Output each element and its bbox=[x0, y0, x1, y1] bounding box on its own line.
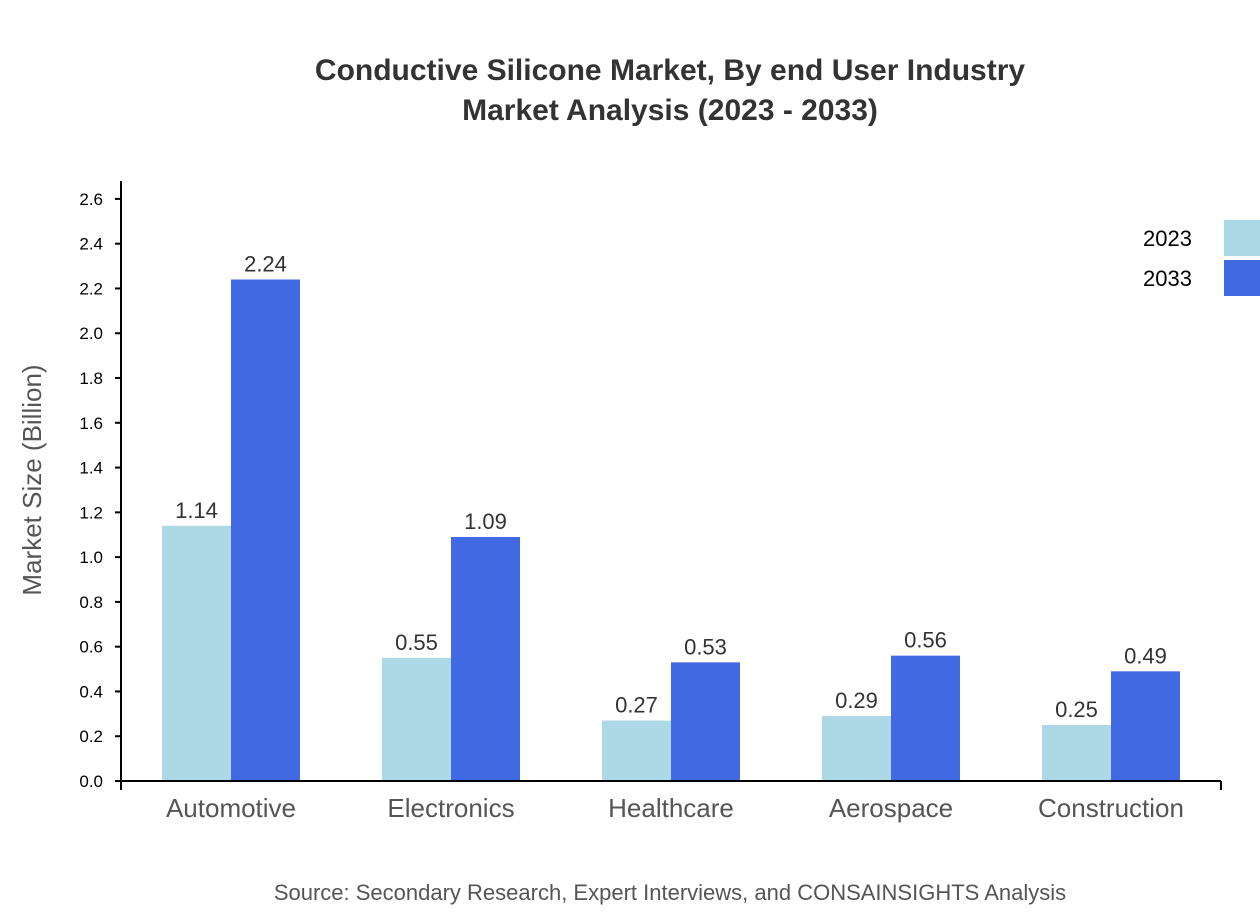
bar-2033-healthcare bbox=[671, 662, 740, 781]
data-label: 0.53 bbox=[684, 634, 727, 659]
chart-subtitle: Market Analysis (2023 - 2033) bbox=[462, 94, 878, 127]
legend-label: 2033 bbox=[1143, 266, 1192, 291]
y-tick-label: 2.2 bbox=[79, 279, 103, 298]
bar-2033-automotive bbox=[231, 279, 300, 781]
y-tick-label: 2.0 bbox=[79, 324, 103, 343]
data-label: 0.49 bbox=[1124, 643, 1167, 668]
y-tick-label: 2.6 bbox=[79, 190, 103, 209]
data-label: 1.09 bbox=[464, 509, 507, 534]
legend: 2023 2033 bbox=[1143, 220, 1260, 296]
x-axis: Automotive Electronics Healthcare Aerospace… bbox=[120, 780, 1222, 823]
y-tick-label: 0.2 bbox=[79, 727, 103, 746]
bar-2033-electronics bbox=[451, 536, 520, 781]
source-note: Source: Secondary Research, Expert Inter… bbox=[274, 880, 1066, 905]
legend-label: 2023 bbox=[1143, 226, 1192, 251]
y-tick-label: 1.2 bbox=[79, 503, 103, 522]
y-tick-label: 2.4 bbox=[79, 235, 103, 254]
data-label: 0.56 bbox=[904, 628, 947, 653]
x-tick-label: Electronics bbox=[387, 793, 514, 823]
y-tick-label: 0.0 bbox=[79, 772, 103, 791]
y-tick-label: 1.0 bbox=[79, 548, 103, 567]
value-labels: 1.14 0.55 0.27 0.29 0.25 2.24 1.09 0.53 0.56 0.49 bbox=[175, 252, 1167, 723]
y-tick-label: 0.6 bbox=[79, 638, 103, 657]
bar-2023-electronics bbox=[382, 657, 451, 781]
legend-swatch-2033 bbox=[1224, 260, 1260, 296]
x-tick-label: Healthcare bbox=[608, 793, 734, 823]
data-label: 1.14 bbox=[175, 498, 218, 523]
bar-2023-healthcare bbox=[602, 720, 671, 781]
bar-2033-construction bbox=[1111, 671, 1180, 781]
legend-swatch-2023 bbox=[1224, 220, 1260, 256]
bars bbox=[162, 279, 1180, 781]
bar-2023-automotive bbox=[162, 525, 231, 781]
bar-2023-construction bbox=[1042, 725, 1111, 781]
bar-2033-aerospace bbox=[891, 655, 960, 781]
y-axis-label: Market Size (Billion) bbox=[17, 364, 47, 595]
y-tick-label: 1.6 bbox=[79, 414, 103, 433]
data-label: 0.25 bbox=[1055, 697, 1098, 722]
x-tick-label: Construction bbox=[1038, 793, 1184, 823]
x-tick-label: Automotive bbox=[166, 793, 296, 823]
y-axis: 0.0 0.2 0.4 0.6 0.8 1.0 1.2 1.4 1.6 1.8 2.0 2.2 2.4 2… bbox=[79, 181, 122, 791]
y-tick-label: 0.4 bbox=[79, 682, 103, 701]
data-label: 0.55 bbox=[395, 630, 438, 655]
bar-2023-aerospace bbox=[822, 716, 891, 781]
y-tick-label: 1.8 bbox=[79, 369, 103, 388]
data-label: 0.29 bbox=[835, 688, 878, 713]
chart-title: Conductive Silicone Market, By end User … bbox=[315, 54, 1025, 87]
x-tick-label: Aerospace bbox=[829, 793, 953, 823]
y-tick-label: 1.4 bbox=[79, 459, 103, 478]
data-label: 2.24 bbox=[244, 252, 287, 277]
y-tick-label: 0.8 bbox=[79, 593, 103, 612]
data-label: 0.27 bbox=[615, 693, 658, 718]
